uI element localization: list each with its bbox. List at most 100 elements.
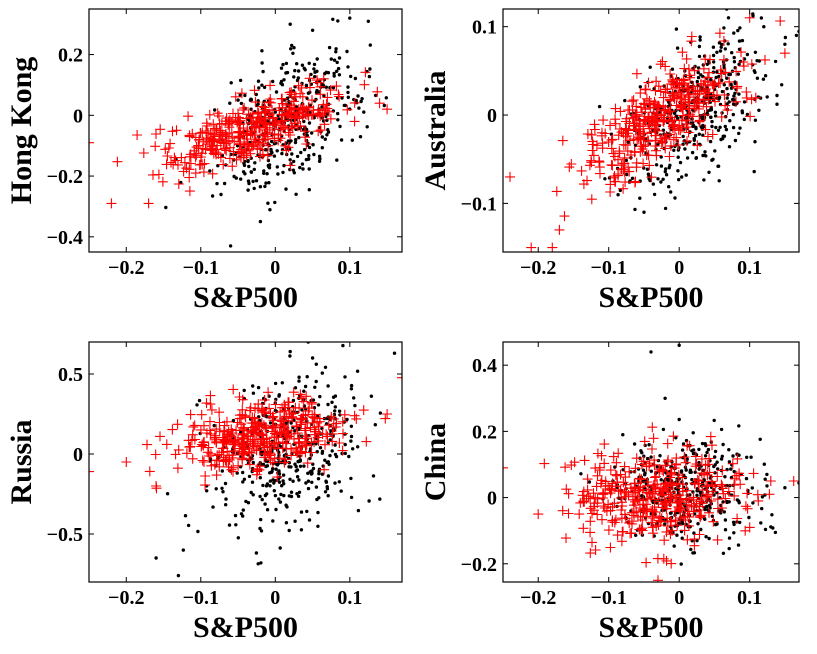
data-point xyxy=(346,85,350,89)
plot-area xyxy=(505,9,799,252)
data-point xyxy=(610,481,621,492)
data-point xyxy=(732,31,736,35)
data-point xyxy=(189,434,200,445)
data-point xyxy=(717,179,721,183)
data-point xyxy=(397,372,402,383)
data-point xyxy=(738,126,742,130)
data-point xyxy=(172,419,183,430)
data-point xyxy=(703,150,707,154)
data-point xyxy=(318,446,323,450)
data-point xyxy=(270,139,274,144)
data-point xyxy=(732,98,736,102)
data-point xyxy=(677,479,688,490)
data-point xyxy=(604,484,615,495)
data-point xyxy=(356,445,360,449)
data-point xyxy=(302,389,306,393)
data-point xyxy=(775,93,779,98)
data-point xyxy=(649,469,653,473)
x-tick-label: 0 xyxy=(270,257,280,279)
data-point xyxy=(679,452,690,462)
data-point xyxy=(702,459,713,470)
data-point xyxy=(170,155,181,166)
data-point xyxy=(307,153,311,158)
data-point xyxy=(225,142,235,153)
data-point xyxy=(714,28,725,39)
data-point xyxy=(241,480,245,484)
data-point xyxy=(732,453,743,464)
data-point xyxy=(151,129,161,139)
data-point xyxy=(616,193,620,197)
y-axis-label: China xyxy=(419,423,452,501)
data-point xyxy=(679,562,683,566)
data-point xyxy=(287,123,298,134)
data-point xyxy=(654,163,659,167)
data-point xyxy=(292,75,296,79)
subplot-china: −0.2 −0.1 0 0.1 −0.2 0 0.2 0.4 S&P500 China xyxy=(419,341,800,644)
data-point xyxy=(747,515,751,520)
data-point xyxy=(701,88,711,99)
data-point xyxy=(246,179,251,183)
data-point xyxy=(672,520,683,531)
data-point xyxy=(732,513,743,524)
data-point xyxy=(320,146,324,150)
data-point xyxy=(689,540,700,551)
data-point xyxy=(272,154,277,158)
data-point xyxy=(755,59,759,63)
data-point xyxy=(582,484,593,495)
data-point xyxy=(277,472,282,476)
data-point xyxy=(587,537,597,548)
data-point xyxy=(708,80,719,91)
data-point xyxy=(212,140,223,151)
data-point xyxy=(265,464,270,468)
data-point xyxy=(338,124,342,129)
data-point xyxy=(731,125,736,130)
data-point xyxy=(242,388,246,393)
data-point xyxy=(333,443,337,447)
data-point xyxy=(260,104,271,115)
data-point xyxy=(727,145,732,149)
data-point xyxy=(660,61,671,72)
data-point xyxy=(366,19,370,23)
data-point xyxy=(167,424,178,435)
data-point xyxy=(333,409,337,413)
data-point xyxy=(603,499,614,510)
data-point xyxy=(348,16,352,20)
y-tick-label: 0 xyxy=(487,105,497,127)
data-point xyxy=(260,83,264,87)
data-point xyxy=(704,467,715,478)
data-point xyxy=(662,521,673,531)
data-point xyxy=(267,181,271,185)
data-point xyxy=(673,470,684,481)
data-point xyxy=(645,492,656,503)
data-point xyxy=(716,164,720,168)
data-point xyxy=(163,143,174,153)
data-point xyxy=(652,192,657,197)
data-point xyxy=(664,167,668,171)
data-point xyxy=(236,536,240,540)
data-point xyxy=(210,432,221,443)
data-point xyxy=(610,514,621,525)
data-point xyxy=(277,402,288,413)
data-point xyxy=(346,90,350,95)
data-point xyxy=(634,473,645,484)
data-point xyxy=(327,428,338,439)
data-point xyxy=(195,128,206,139)
data-point xyxy=(289,490,294,494)
data-point xyxy=(616,513,627,524)
data-point xyxy=(727,546,731,551)
data-point xyxy=(661,555,672,566)
data-point xyxy=(298,458,302,462)
data-point xyxy=(296,82,307,93)
data-point xyxy=(296,442,307,453)
data-point xyxy=(206,460,217,471)
data-point xyxy=(293,386,298,390)
data-point xyxy=(702,125,706,129)
data-point xyxy=(742,503,753,514)
data-point xyxy=(326,130,331,134)
data-point xyxy=(289,47,293,51)
data-point xyxy=(762,25,766,29)
data-point xyxy=(597,514,607,525)
data-point xyxy=(658,454,662,458)
data-point xyxy=(219,426,230,437)
data-point xyxy=(294,192,298,196)
